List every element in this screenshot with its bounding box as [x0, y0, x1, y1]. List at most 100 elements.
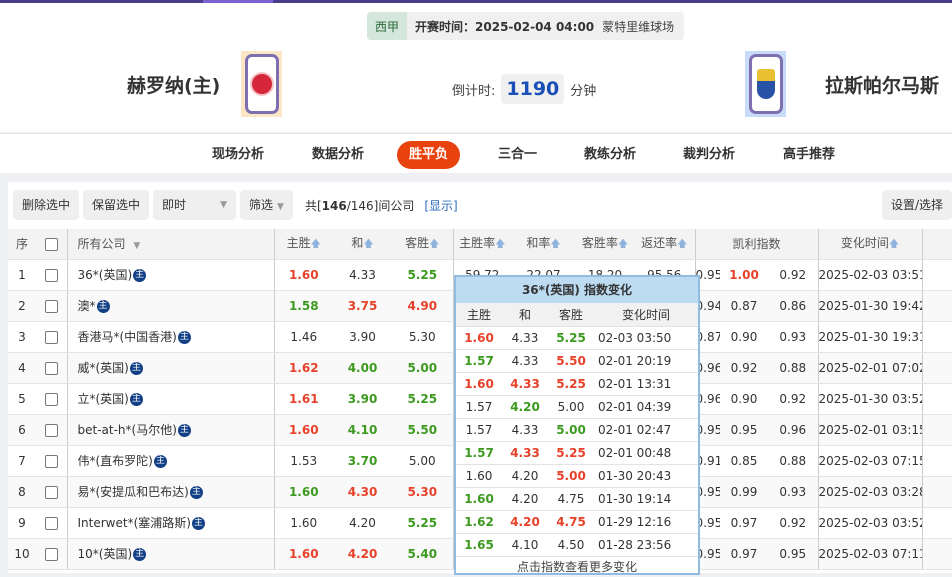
away-odds[interactable]: 5.40: [392, 538, 453, 570]
popup-odds[interactable]: 1.57: [464, 446, 494, 460]
row-checkbox[interactable]: [44, 423, 58, 437]
popup-odds[interactable]: 5.50: [556, 354, 586, 368]
company-cell[interactable]: 威*(英国) 主: [66, 352, 274, 384]
row-checkbox[interactable]: [44, 485, 58, 499]
home-odds[interactable]: 1.61: [273, 383, 333, 415]
away-odds[interactable]: 5.50: [392, 414, 453, 446]
row-checkbox[interactable]: [44, 330, 58, 344]
company-name[interactable]: 澳*: [77, 299, 96, 313]
popup-odds[interactable]: 5.25: [556, 377, 586, 391]
company-cell[interactable]: Interwet*(塞浦路斯) 主: [66, 507, 274, 539]
row-checkbox[interactable]: [44, 268, 58, 282]
home-odds[interactable]: 1.60: [273, 476, 333, 508]
away-odds[interactable]: 5.30: [392, 476, 453, 508]
popup-odds[interactable]: 4.33: [511, 354, 539, 368]
away-team-name[interactable]: 拉斯帕尔马斯: [825, 75, 940, 97]
tab-4[interactable]: 三合一: [498, 147, 538, 162]
draw-odds[interactable]: 4.30: [333, 476, 392, 508]
away-odds[interactable]: 4.90: [392, 290, 453, 322]
popup-odds[interactable]: 1.62: [464, 515, 494, 529]
draw-odds[interactable]: 3.90: [333, 383, 392, 415]
home-team-name[interactable]: 赫罗纳(主): [127, 75, 221, 97]
popup-odds[interactable]: 1.57: [464, 354, 494, 368]
popup-odds[interactable]: 1.65: [464, 538, 494, 552]
popup-row[interactable]: 1.60 4.33 5.25 02-03 03:50: [456, 327, 698, 350]
home-odds[interactable]: 1.60: [273, 414, 333, 446]
away-odds[interactable]: 5.25: [392, 507, 453, 539]
away-odds[interactable]: 5.00: [392, 352, 453, 384]
company-cell[interactable]: 香港马*(中国香港) 主: [66, 321, 274, 353]
home-odds[interactable]: 1.46: [273, 321, 333, 353]
tab-7[interactable]: 高手推荐: [783, 147, 836, 162]
league-badge[interactable]: 西甲: [367, 12, 408, 40]
popup-row[interactable]: 1.57 4.33 5.00 02-01 02:47: [456, 419, 698, 442]
popup-row[interactable]: 1.57 4.33 5.50 02-01 20:19: [456, 350, 698, 373]
draw-odds[interactable]: 4.00: [333, 352, 392, 384]
popup-odds[interactable]: 4.75: [557, 492, 585, 506]
popup-odds[interactable]: 4.10: [511, 538, 539, 552]
popup-odds[interactable]: 5.25: [556, 446, 586, 460]
company-name[interactable]: Interwet*(塞浦路斯): [77, 516, 191, 530]
popup-odds[interactable]: 5.00: [556, 469, 586, 483]
popup-odds[interactable]: 4.20: [511, 469, 539, 483]
row-checkbox[interactable]: [44, 392, 58, 406]
settings-button[interactable]: 设置/选择: [881, 190, 952, 220]
draw-odds[interactable]: 4.20: [333, 538, 392, 570]
company-cell[interactable]: 伟*(直布罗陀) 主: [66, 445, 274, 477]
home-odds[interactable]: 1.60: [273, 507, 333, 539]
popup-row[interactable]: 1.60 4.20 5.00 01-30 20:43: [456, 465, 698, 488]
popup-row[interactable]: 1.57 4.20 5.00 02-01 04:39: [456, 396, 698, 419]
row-checkbox[interactable]: [44, 547, 58, 561]
select-all-checkbox[interactable]: [44, 237, 58, 251]
popup-odds[interactable]: 1.60: [464, 331, 494, 345]
company-cell[interactable]: 易*(安提瓜和巴布达) 主: [66, 476, 274, 508]
popup-row[interactable]: 1.60 4.33 5.25 02-01 13:31: [456, 373, 698, 396]
home-odds[interactable]: 1.53: [273, 445, 333, 477]
popup-odds[interactable]: 4.33: [511, 423, 539, 437]
home-team-logo[interactable]: [241, 51, 282, 117]
draw-odds[interactable]: 3.70: [333, 445, 392, 477]
col-time[interactable]: 变化时间🡅: [817, 229, 923, 260]
company-name[interactable]: bet-at-h*(马尔他): [77, 423, 177, 437]
tab-2[interactable]: 数据分析: [312, 147, 365, 162]
company-cell[interactable]: 立*(英国) 主: [66, 383, 274, 415]
col-away-rate[interactable]: 客胜率🡅: [576, 229, 634, 260]
show-link[interactable]: [显示]: [424, 198, 458, 213]
col-home-rate[interactable]: 主胜率🡅: [452, 229, 511, 260]
popup-odds[interactable]: 5.00: [557, 400, 585, 414]
col-company[interactable]: 所有公司 ▼: [66, 229, 274, 260]
popup-odds[interactable]: 4.20: [510, 515, 540, 529]
popup-footer-link[interactable]: 点击指数查看更多变化: [516, 560, 637, 574]
home-odds[interactable]: 1.62: [273, 352, 333, 384]
col-draw[interactable]: 和🡅: [333, 229, 392, 260]
draw-odds[interactable]: 4.33: [333, 259, 392, 291]
company-name[interactable]: 伟*(直布罗陀): [77, 454, 153, 468]
keep-selected-button[interactable]: 保留选中: [83, 190, 150, 220]
home-odds[interactable]: 1.58: [273, 290, 333, 322]
company-name[interactable]: 易*(安提瓜和巴布达): [77, 485, 189, 499]
draw-odds[interactable]: 3.90: [333, 321, 392, 353]
row-checkbox[interactable]: [44, 299, 58, 313]
popup-odds[interactable]: 4.33: [510, 377, 540, 391]
popup-odds[interactable]: 4.75: [556, 515, 586, 529]
filter-dropdown[interactable]: 筛选 ▼: [240, 190, 293, 220]
home-odds[interactable]: 1.60: [273, 259, 333, 291]
popup-odds[interactable]: 5.25: [556, 331, 586, 345]
row-checkbox[interactable]: [44, 516, 58, 530]
company-name[interactable]: 36*(英国): [77, 268, 133, 282]
popup-row[interactable]: 1.57 4.33 5.25 02-01 00:48: [456, 442, 698, 465]
company-cell[interactable]: 澳* 主: [66, 290, 274, 322]
col-home[interactable]: 主胜🡅: [273, 229, 333, 260]
col-draw-rate[interactable]: 和率🡅: [511, 229, 576, 260]
popup-odds[interactable]: 4.50: [557, 538, 585, 552]
tab-3[interactable]: 胜平负: [397, 141, 461, 169]
popup-odds[interactable]: 1.60: [464, 377, 494, 391]
popup-row[interactable]: 1.65 4.10 4.50 01-28 23:56: [456, 534, 698, 557]
away-odds[interactable]: 5.25: [392, 383, 453, 415]
draw-odds[interactable]: 3.75: [333, 290, 392, 322]
draw-odds[interactable]: 4.20: [333, 507, 392, 539]
company-name[interactable]: 香港马*(中国香港): [77, 330, 177, 344]
popup-row[interactable]: 1.62 4.20 4.75 01-29 12:16: [456, 511, 698, 534]
popup-odds[interactable]: 1.60: [464, 492, 494, 506]
delete-selected-button[interactable]: 删除选中: [13, 190, 80, 220]
